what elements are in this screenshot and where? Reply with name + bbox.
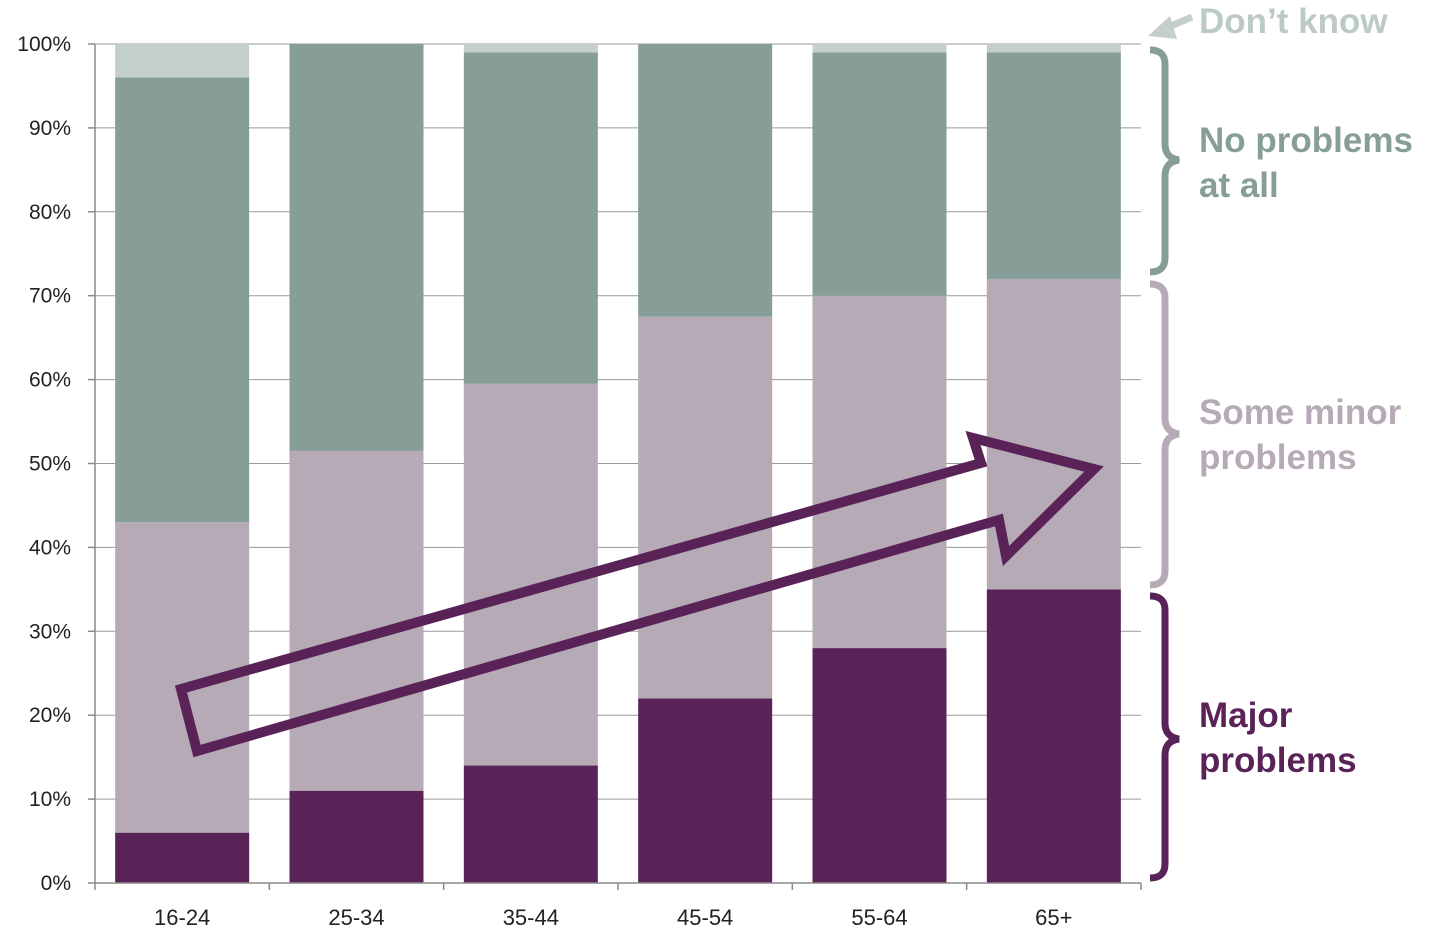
y-tick-label: 100% [17,33,71,56]
bar-segment-4-3 [638,44,773,317]
bar-segment-3-4 [463,44,598,53]
y-tick-label: 70% [29,285,71,308]
bar-segment-2-3 [289,44,424,451]
bar-segment-5-1 [812,648,947,883]
x-tick-label: 45-54 [677,905,733,930]
x-tick-label: 16-24 [154,905,210,930]
legend-major-line2: problems [1199,741,1357,780]
bar-segment-1-4 [115,44,250,78]
no-problems-brace [1149,46,1180,276]
bar-segment-2-2 [289,450,424,791]
y-tick-labels: 0% 10% 20% 30% 40% 50% 60% 70% 80% 90% 100% [17,33,71,895]
bar-segment-3-1 [463,765,598,883]
x-tick-labels: 16-24 25-34 35-44 45-54 55-64 65+ [154,905,1072,930]
bar-segment-6-3 [986,52,1121,279]
y-tick-label: 50% [29,453,71,476]
bar-segment-1-3 [115,77,250,523]
bar-segment-6-4 [986,44,1121,53]
x-tick-label: 35-44 [503,905,559,930]
bars [115,44,1121,883]
y-tick-label: 10% [29,788,71,811]
trend-arrow [174,430,1104,758]
axes [94,44,1141,884]
bar-segment-5-4 [812,44,947,53]
x-tick-label: 65+ [1035,905,1072,930]
y-tick-label: 40% [29,536,71,559]
x-tick-label: 25-34 [328,905,384,930]
dont-know-pointer [1148,13,1194,39]
bar-segment-4-1 [638,698,773,883]
x-tick-label: 55-64 [851,905,907,930]
bar-segment-2-1 [289,790,424,883]
bar-segment-6-1 [986,589,1121,883]
legend-dont-know: Don’t know [1199,2,1388,41]
legend-no-problems-line2: at all [1199,166,1279,205]
y-tick-label: 0% [41,872,71,895]
minor-problems-brace [1149,280,1180,589]
legend-minor-line1: Some minor [1199,393,1402,432]
y-tick-label: 30% [29,620,71,643]
y-tick-label: 80% [29,201,71,224]
bar-segment-1-1 [115,832,250,883]
bar-segment-3-3 [463,52,598,384]
major-problems-brace [1149,592,1180,882]
legend-major-line1: Major [1199,696,1293,735]
legend-minor-line2: problems [1199,438,1357,477]
legend-no-problems-line1: No problems [1199,121,1413,160]
bar-segment-5-2 [812,295,947,649]
bar-segment-6-2 [986,278,1121,590]
y-tick-label: 90% [29,117,71,140]
y-tick-label: 20% [29,704,71,727]
bar-segment-5-3 [812,52,947,296]
bar-segment-4-2 [638,316,773,699]
y-tick-label: 60% [29,369,71,392]
